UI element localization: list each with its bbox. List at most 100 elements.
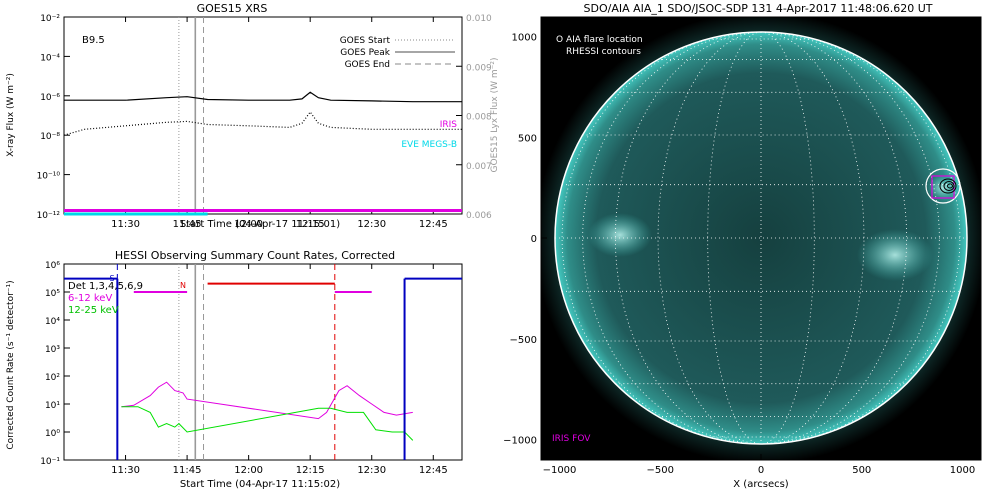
hessi-series-0 (121, 381, 413, 420)
hessi-y-axis-label: Corrected Count Rate (s⁻¹ detector⁻¹) (6, 280, 16, 449)
legend-goes-peak: GOES Peak (340, 48, 390, 58)
goes-y2-tick-label: 0.009 (466, 63, 492, 73)
legend-6-12kev: 6-12 keV (68, 293, 112, 304)
goes-eve-annotation: EVE MEGS-B (401, 140, 457, 150)
hessi-y-tick-label: 10¹ (45, 401, 60, 411)
goes-y2-tick-label: 0.008 (466, 113, 492, 123)
hessi-y-tick-label: 10⁵ (45, 289, 60, 299)
hessi-x-axis-label: Start Time (04-Apr-17 11:15:02) (180, 479, 340, 490)
hessi-y-tick-label: 10³ (45, 345, 60, 355)
sun-longitude-line (760, 31, 961, 445)
goes-y-tick-label: 10⁻² (40, 14, 60, 24)
sun-disk (555, 32, 967, 444)
hessi-x-tick-label: 11:30 (111, 465, 140, 476)
sun-legend-flare-location: O AIA flare location (556, 35, 643, 45)
hessi-plot-frame (63, 263, 463, 461)
goes-x-axis-label: Start Time (04-Apr-17 11:15:01) (180, 219, 340, 230)
sun-longitude-line (760, 31, 940, 445)
sun-y-ticks: 1000 500 0 −500 −1000 (503, 33, 547, 447)
aia-flare-location-marker (925, 168, 961, 204)
hessi-state-s: S (109, 274, 114, 283)
goes-x-tick-label: 12:30 (357, 219, 386, 230)
sun-iris-fov-label: IRIS FOV (552, 434, 591, 444)
sun-coordinate-grid (555, 31, 967, 445)
goes-y-tick-label: 10⁻⁸ (40, 132, 60, 142)
sun-y-tick-label: 500 (518, 133, 537, 144)
goes-y-tick-label: 10⁻⁴ (40, 53, 60, 63)
active-region-east (588, 213, 652, 257)
goes-series-0 (64, 91, 462, 103)
goes-iris-annotation: IRIS (440, 120, 458, 130)
legend-goes-start: GOES Start (340, 36, 391, 46)
sun-y-tick-label: −500 (510, 335, 537, 346)
goes-y-tick-label: 10⁻¹² (37, 211, 61, 221)
hessi-series-1 (121, 406, 414, 441)
hessi-y-tick-label: 10² (45, 373, 60, 383)
goes-title: GOES15 XRS (197, 2, 268, 15)
hessi-y-tick-label: 10⁻¹ (40, 457, 60, 467)
goes-x-tick-label: 12:15 (296, 219, 325, 230)
hessi-event-lines (116, 264, 336, 460)
sun-x-tick-label: 0 (758, 465, 764, 476)
goes-x-tick-label: 12:45 (419, 219, 448, 230)
goes-y2-tick-label: 0.007 (466, 162, 492, 172)
hessi-legend: Det 1,3,4,5,6,9 6-12 keV 12-25 keV (68, 281, 143, 316)
sun-x-ticks: −1000 −500 0 500 1000 (543, 454, 975, 476)
goes-x-tick-label: 11:30 (111, 219, 140, 230)
goes-y2-axis-label: GOES15 Lyx Flux (W m⁻²) (490, 58, 500, 173)
sun-legend-rhessi-contours: RHESSI contours (566, 47, 641, 57)
goes-y-axis-label: X-ray Flux (W m⁻²) (6, 73, 16, 157)
active-region-west (857, 229, 933, 281)
sun-title: SDO/AIA AIA_1 SDO/JSOC-SDP 131 4-Apr-201… (584, 2, 933, 15)
hessi-y-tick-label: 10⁶ (45, 261, 60, 271)
goes-x-tick-label: 12:00 (234, 219, 263, 230)
goes-y-tick-label: 10⁻¹⁰ (37, 172, 61, 182)
sun-y-tick-label: 1000 (512, 33, 537, 44)
sun-longitude-line (582, 31, 762, 445)
goes-panel: GOES15 XRS 11:30 11:45 12:00 12:15 12:30 12:4… (6, 2, 500, 230)
hessi-x-tick-label: 12:15 (296, 465, 325, 476)
sun-x-tick-label: −1000 (543, 465, 577, 476)
goes-plot-frame (63, 16, 463, 215)
goes-y2-ticks: 0.010 0.009 0.008 0.007 0.006 (456, 14, 492, 221)
hessi-series (64, 277, 462, 460)
hessi-y-tick-label: 10⁰ (45, 429, 60, 439)
goes-event-lines (178, 17, 205, 214)
hessi-x-tick-label: 12:45 (419, 465, 448, 476)
sun-x-tick-label: 1000 (950, 465, 975, 476)
goes-y2-tick-label: 0.006 (466, 211, 492, 221)
hessi-x-tick-label: 12:00 (234, 465, 263, 476)
sun-longitude-line (707, 31, 762, 445)
legend-12-25kev: 12-25 keV (68, 305, 119, 316)
goes-class-label: B9.5 (82, 35, 105, 46)
hessi-x-tick-label: 12:30 (357, 465, 386, 476)
goes-y-tick-label: 10⁻⁶ (40, 93, 60, 103)
legend-goes-end: GOES End (345, 60, 390, 70)
goes-legend: GOES Start GOES Peak GOES End (340, 36, 455, 70)
goes-x-ticks: 11:30 11:45 12:00 12:15 12:30 12:45 (111, 17, 448, 230)
sun-panel: SDO/AIA AIA_1 SDO/JSOC-SDP 131 4-Apr-201… (503, 2, 982, 490)
hessi-state-n: N (180, 281, 186, 290)
sun-limb (554, 31, 968, 445)
sun-y-tick-label: −1000 (503, 436, 537, 447)
sun-x-axis-label: X (arcsecs) (733, 479, 789, 490)
hessi-y-ticks: 10⁶ 10⁵ 10⁴ 10³ 10² 10¹ 10⁰ 10⁻¹ (40, 261, 70, 467)
sun-image (541, 17, 981, 460)
goes-series-1 (63, 110, 462, 136)
sun-longitude-line (561, 31, 762, 445)
hessi-x-ticks: 11:30 11:45 12:00 12:15 12:30 12:45 (111, 264, 448, 476)
goes-series (63, 91, 462, 216)
sun-longitude-line (760, 31, 815, 445)
legend-det: Det 1,3,4,5,6,9 (68, 281, 143, 292)
rhessi-contours (939, 178, 957, 194)
goes-y2-tick-label: 0.010 (466, 14, 492, 24)
sun-y-tick-label: 0 (531, 234, 537, 245)
hessi-panel: HESSI Observing Summary Count Rates, Cor… (6, 249, 463, 490)
hessi-title: HESSI Observing Summary Count Rates, Cor… (115, 249, 395, 262)
sun-x-tick-label: 500 (852, 465, 871, 476)
sun-x-tick-label: −500 (647, 465, 674, 476)
goes-x-tick-label: 11:45 (173, 219, 202, 230)
hessi-y-tick-label: 10⁴ (45, 317, 60, 327)
hessi-x-tick-label: 11:45 (173, 465, 202, 476)
